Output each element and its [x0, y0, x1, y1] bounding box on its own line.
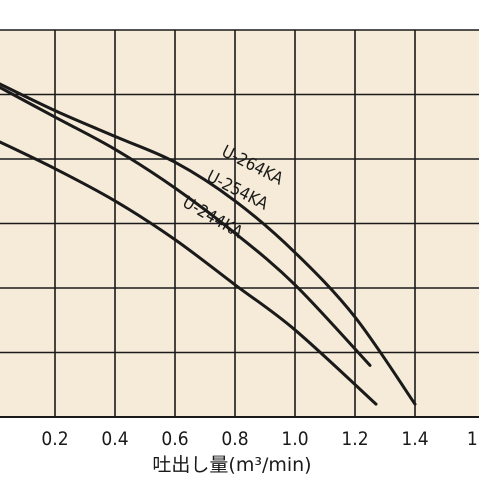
x-axis-label: 吐出し量(m³/min)	[152, 454, 311, 476]
x-tick-label: 0.6	[161, 428, 188, 450]
x-tick-label: 0.8	[221, 428, 248, 450]
x-tick-label: 0.2	[41, 428, 68, 450]
performance-curves	[0, 82, 417, 406]
x-tick-label: 1.0	[281, 428, 308, 450]
x-tick-label: 1.2	[341, 428, 368, 450]
x-tick-label: 0.4	[101, 428, 128, 450]
x-tick-label: 1.4	[401, 428, 428, 450]
x-axis-tick-labels: 0.2 0.4 0.6 0.8 1.0 1.2 1.4 1.	[41, 428, 479, 450]
curve-u-244ka	[0, 140, 378, 406]
curve-u-264ka	[0, 82, 417, 406]
curve-u-254ka	[0, 85, 372, 367]
x-tick-label: 1.	[467, 428, 479, 450]
